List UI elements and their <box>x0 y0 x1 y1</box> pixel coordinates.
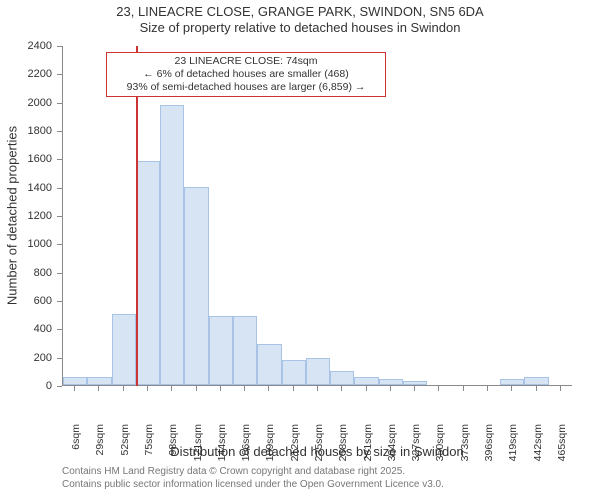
histogram-bar <box>63 377 87 386</box>
footer-line-2: Contains public sector information licen… <box>62 479 444 492</box>
xtick-label: 327sqm <box>410 424 422 474</box>
xtick-mark <box>244 386 245 391</box>
xtick-label: 419sqm <box>507 424 519 474</box>
ytick-mark <box>57 188 62 189</box>
title-line-2: Size of property relative to detached ho… <box>0 20 600 36</box>
xtick-label: 258sqm <box>337 424 349 474</box>
histogram-bar <box>330 371 354 385</box>
ytick-label: 800 <box>0 267 52 279</box>
ytick-label: 1000 <box>0 238 52 250</box>
xtick-mark <box>560 386 561 391</box>
ytick-mark <box>57 273 62 274</box>
histogram-bar <box>233 316 257 385</box>
xtick-mark <box>147 386 148 391</box>
xtick-label: 396sqm <box>483 424 495 474</box>
xtick-label: 373sqm <box>459 424 471 474</box>
xtick-label: 281sqm <box>362 424 374 474</box>
histogram-bar <box>87 377 111 386</box>
ytick-mark <box>57 74 62 75</box>
xtick-mark <box>463 386 464 391</box>
xtick-mark <box>196 386 197 391</box>
xtick-mark <box>390 386 391 391</box>
xtick-label: 166sqm <box>240 424 252 474</box>
xtick-mark <box>536 386 537 391</box>
chart-container: 23, LINEACRE CLOSE, GRANGE PARK, SWINDON… <box>0 0 600 500</box>
histogram-bar <box>354 377 378 386</box>
xtick-label: 98sqm <box>167 424 179 474</box>
xtick-mark <box>487 386 488 391</box>
ytick-label: 1400 <box>0 182 52 194</box>
ytick-mark <box>57 329 62 330</box>
ytick-mark <box>57 159 62 160</box>
histogram-bar <box>282 360 306 386</box>
xtick-mark <box>293 386 294 391</box>
ytick-label: 2000 <box>0 97 52 109</box>
ytick-mark <box>57 103 62 104</box>
xtick-label: 465sqm <box>556 424 568 474</box>
xtick-label: 75sqm <box>143 424 155 474</box>
xtick-mark <box>341 386 342 391</box>
histogram-bar <box>379 379 403 385</box>
xtick-label: 442sqm <box>532 424 544 474</box>
ytick-mark <box>57 358 62 359</box>
xtick-label: 350sqm <box>434 424 446 474</box>
ytick-mark <box>57 301 62 302</box>
ytick-label: 1800 <box>0 125 52 137</box>
histogram-bar <box>184 187 208 385</box>
xtick-label: 212sqm <box>289 424 301 474</box>
xtick-mark <box>220 386 221 391</box>
ytick-label: 1600 <box>0 153 52 165</box>
ytick-label: 400 <box>0 323 52 335</box>
ytick-mark <box>57 244 62 245</box>
annotation-line-2: ← 6% of detached houses are smaller (468… <box>113 68 379 81</box>
histogram-bar <box>209 316 233 385</box>
ytick-label: 200 <box>0 352 52 364</box>
ytick-mark <box>57 216 62 217</box>
histogram-bar <box>136 161 160 385</box>
xtick-label: 29sqm <box>94 424 106 474</box>
ytick-label: 1200 <box>0 210 52 222</box>
xtick-label: 6sqm <box>70 424 82 474</box>
ytick-label: 600 <box>0 295 52 307</box>
xtick-mark <box>414 386 415 391</box>
xtick-label: 52sqm <box>119 424 131 474</box>
ytick-label: 2200 <box>0 68 52 80</box>
xtick-label: 144sqm <box>216 424 228 474</box>
histogram-bar <box>403 381 427 385</box>
histogram-bar <box>160 105 184 386</box>
xtick-label: 121sqm <box>192 424 204 474</box>
xtick-mark <box>438 386 439 391</box>
title-line-1: 23, LINEACRE CLOSE, GRANGE PARK, SWINDON… <box>0 4 600 20</box>
annotation-box: 23 LINEACRE CLOSE: 74sqm ← 6% of detache… <box>106 52 386 97</box>
xtick-label: 235sqm <box>313 424 325 474</box>
annotation-line-3: 93% of semi-detached houses are larger (… <box>113 81 379 94</box>
ytick-mark <box>57 46 62 47</box>
histogram-bar <box>306 358 330 385</box>
histogram-bar <box>524 377 548 386</box>
histogram-bar <box>500 379 524 385</box>
xtick-mark <box>366 386 367 391</box>
xtick-mark <box>74 386 75 391</box>
title-block: 23, LINEACRE CLOSE, GRANGE PARK, SWINDON… <box>0 4 600 37</box>
ytick-label: 2400 <box>0 40 52 52</box>
histogram-bar <box>112 314 136 385</box>
xtick-label: 304sqm <box>386 424 398 474</box>
ytick-label: 0 <box>0 380 52 392</box>
xtick-label: 189sqm <box>264 424 276 474</box>
histogram-bar <box>257 344 281 385</box>
xtick-mark <box>98 386 99 391</box>
xtick-mark <box>511 386 512 391</box>
xtick-mark <box>317 386 318 391</box>
annotation-line-1: 23 LINEACRE CLOSE: 74sqm <box>113 55 379 68</box>
ytick-mark <box>57 131 62 132</box>
ytick-mark <box>57 386 62 387</box>
xtick-mark <box>171 386 172 391</box>
xtick-mark <box>268 386 269 391</box>
xtick-mark <box>123 386 124 391</box>
